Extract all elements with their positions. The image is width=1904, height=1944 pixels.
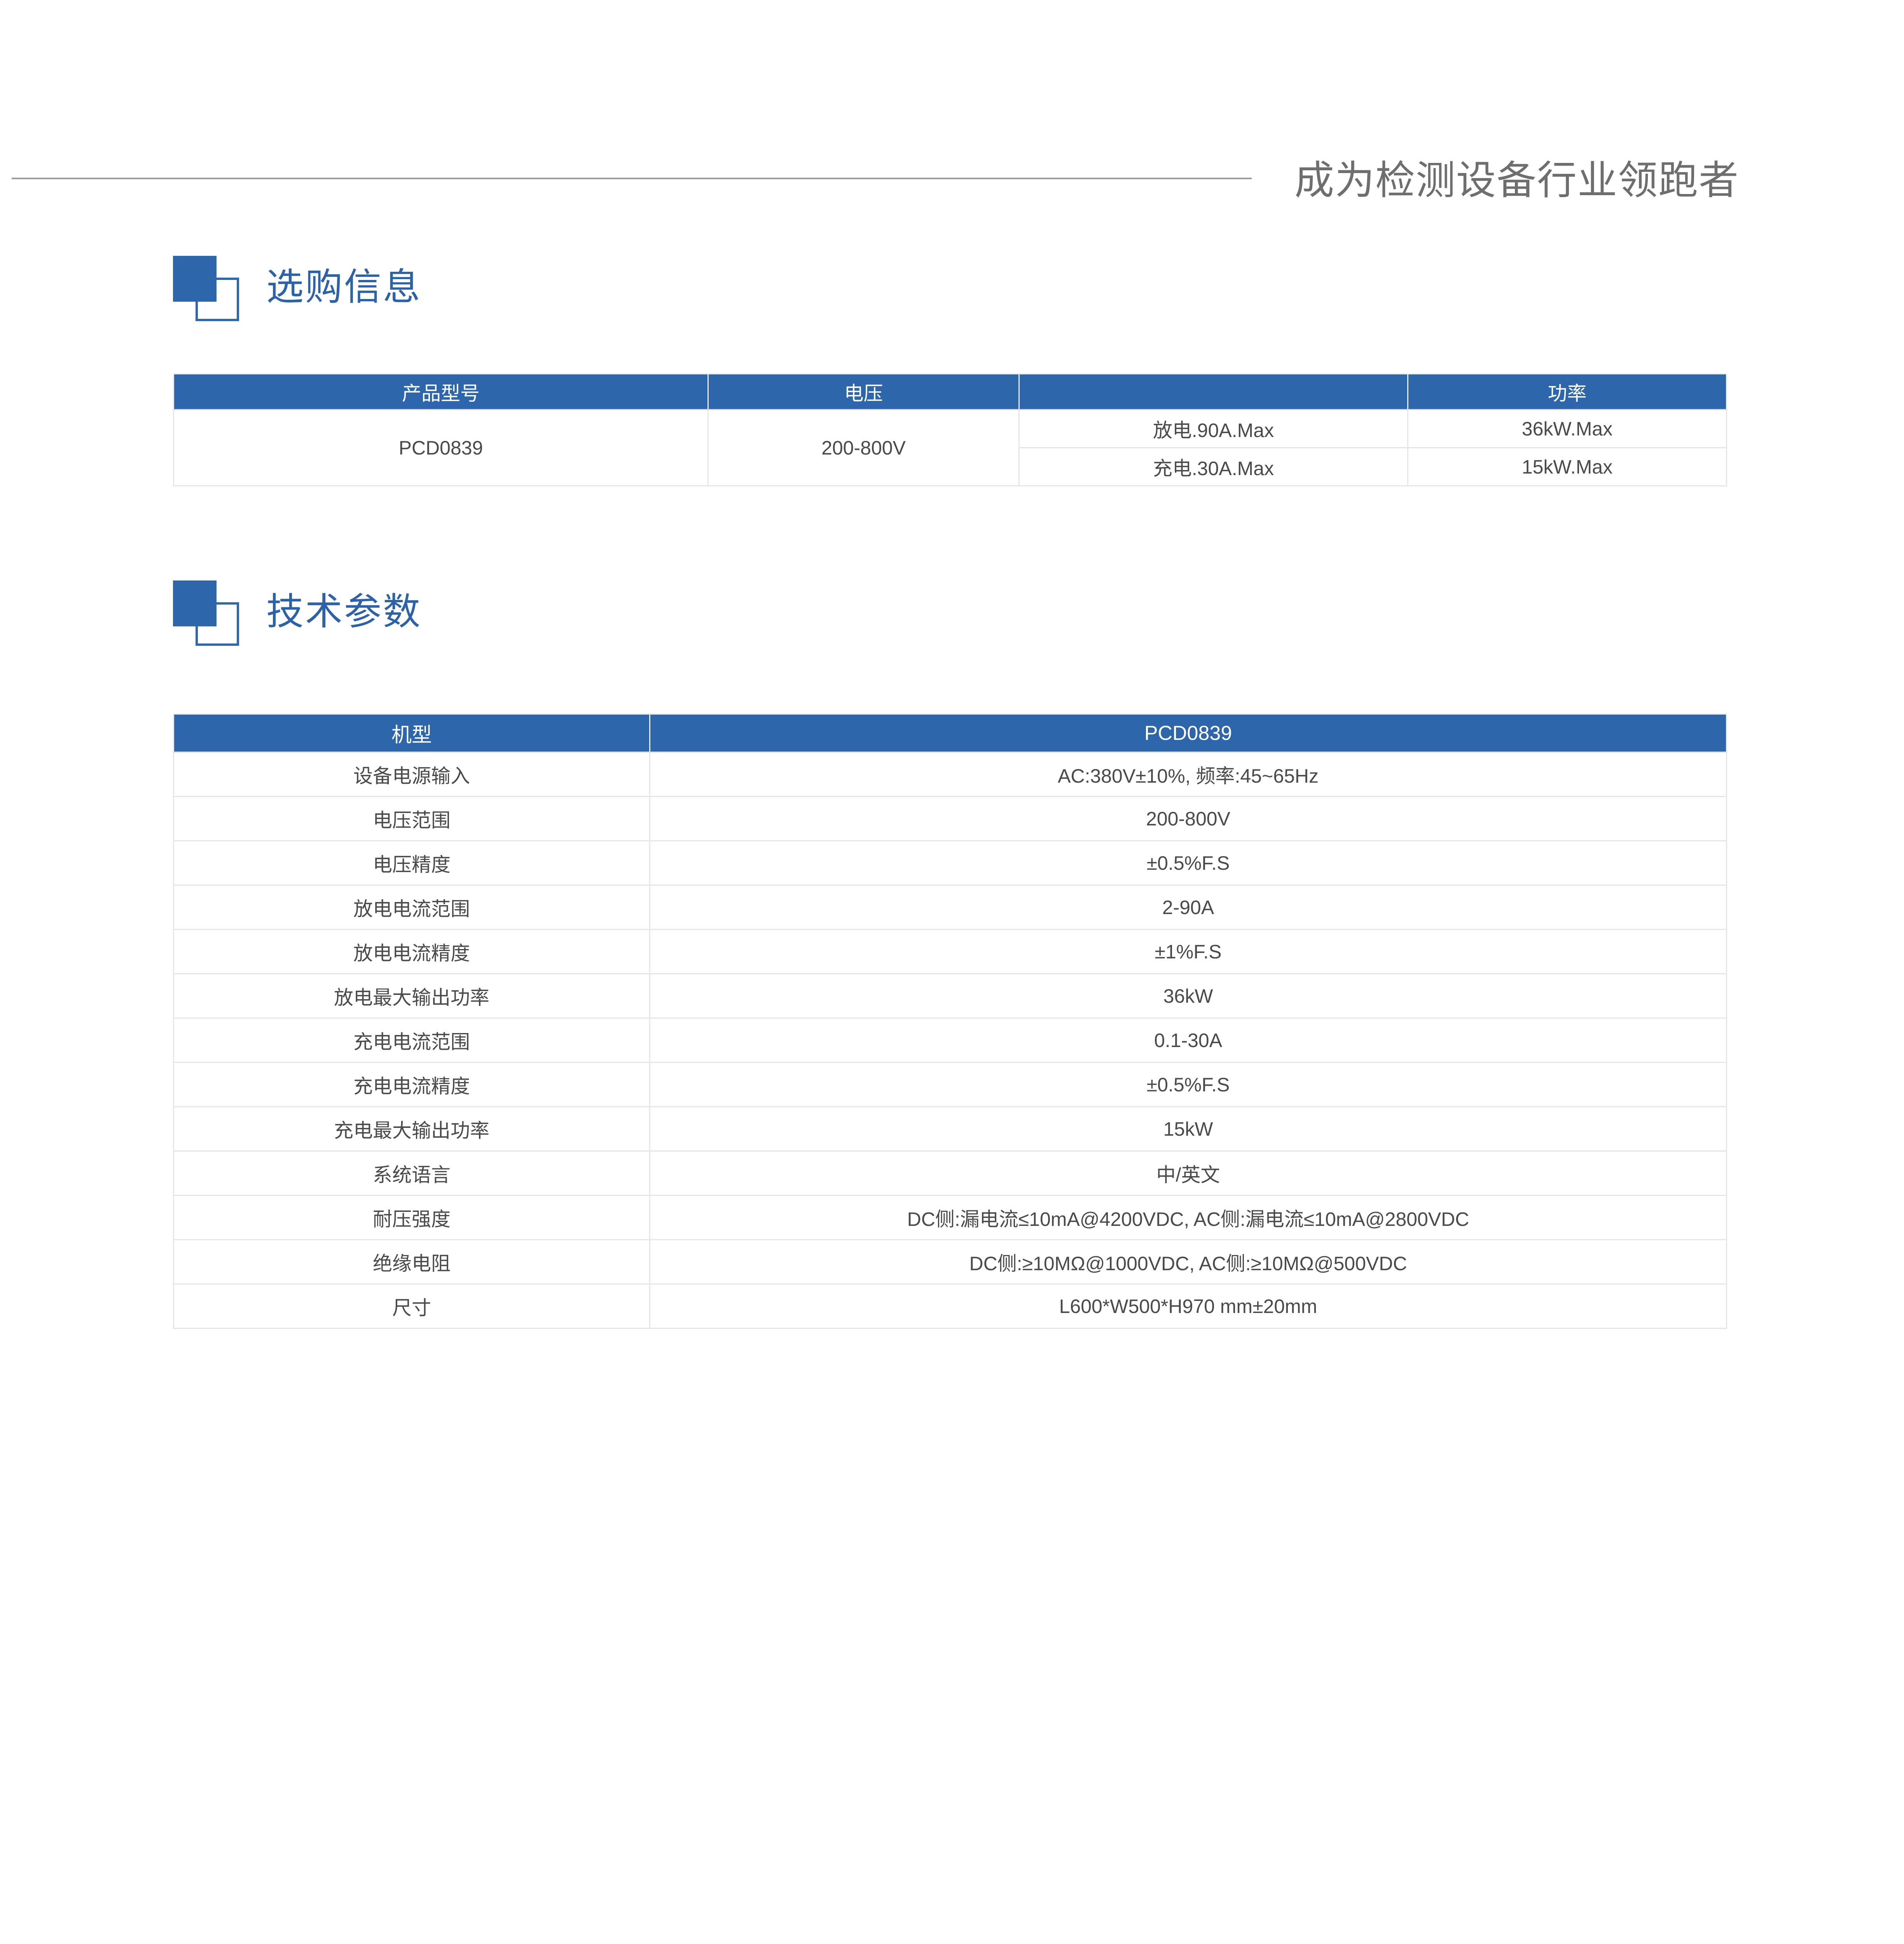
spec-label: 尺寸 <box>173 1283 650 1329</box>
square-stack-icon <box>173 256 239 322</box>
section-title-purchase: 选购信息 <box>266 266 422 308</box>
table-row: 尺寸 L600*W500*H970 mm±20mm <box>173 1283 1727 1329</box>
purchase-info-table: 产品型号 电压 功率 PCD0839 200-800V 放电.90A.Max 3… <box>173 373 1727 486</box>
cell-power-charge: 15kW.Max <box>1407 447 1727 486</box>
spec-label: 充电电流精度 <box>173 1062 650 1107</box>
table-row: 放电电流精度 ±1%F.S <box>173 929 1727 974</box>
square-filled-shape <box>173 580 217 626</box>
table-row: 耐压强度 DC侧:漏电流≤10mA@4200VDC, AC侧:漏电流≤10mA@2… <box>173 1195 1727 1240</box>
spec-value: AC:380V±10%, 频率:45~65Hz <box>649 752 1727 797</box>
cell-current-charge: 充电.30A.Max <box>1018 447 1408 486</box>
spec-value: L600*W500*H970 mm±20mm <box>649 1283 1727 1329</box>
col-header-voltage: 电压 <box>707 373 1020 410</box>
cell-current-discharge: 放电.90A.Max <box>1018 409 1408 448</box>
cell-model: PCD0839 <box>173 409 709 486</box>
spec-label: 系统语言 <box>173 1150 650 1196</box>
cell-power-discharge: 36kW.Max <box>1407 409 1727 448</box>
col-header-machine-type: 机型 <box>173 713 650 753</box>
table-row: 电压范围 200-800V <box>173 796 1727 841</box>
page-header: 成为检测设备行业领跑者 <box>0 148 1904 206</box>
spec-label: 放电电流范围 <box>173 885 650 930</box>
spec-value: 中/英文 <box>649 1150 1727 1196</box>
spec-value: 36kW <box>649 973 1727 1019</box>
table-row: 充电最大输出功率 15kW <box>173 1106 1727 1152</box>
header-divider-line <box>12 178 1252 179</box>
spec-label: 设备电源输入 <box>173 752 650 797</box>
col-header-current <box>1018 373 1408 410</box>
table-row: PCD0839 200-800V 放电.90A.Max 36kW.Max <box>173 409 1727 486</box>
table-row: 放电电流范围 2-90A <box>173 885 1727 930</box>
col-header-product-code: PCD0839 <box>649 713 1727 753</box>
table-row: 设备电源输入 AC:380V±10%, 频率:45~65Hz <box>173 752 1727 797</box>
spec-label: 耐压强度 <box>173 1195 650 1240</box>
header-slogan: 成为检测设备行业领跑者 <box>1294 158 1739 203</box>
section-title-tech: 技术参数 <box>266 591 422 633</box>
square-stack-icon <box>173 580 239 647</box>
table-header-row: 机型 PCD0839 <box>173 713 1727 753</box>
spec-label: 绝缘电阻 <box>173 1239 650 1285</box>
spec-value: ±0.5%F.S <box>649 840 1727 886</box>
table-row: 充电电流范围 0.1-30A <box>173 1017 1727 1063</box>
col-header-power: 功率 <box>1407 373 1727 410</box>
spec-value: ±1%F.S <box>649 929 1727 974</box>
spec-label: 充电最大输出功率 <box>173 1106 650 1152</box>
spec-value: 15kW <box>649 1106 1727 1152</box>
spec-value: DC侧:漏电流≤10mA@4200VDC, AC侧:漏电流≤10mA@2800V… <box>649 1195 1727 1240</box>
spec-table-body: 设备电源输入 AC:380V±10%, 频率:45~65Hz 电压范围 200-800… <box>173 752 1727 1329</box>
table-row: 放电最大输出功率 36kW <box>173 973 1727 1019</box>
square-filled-shape <box>173 256 217 302</box>
col-header-model: 产品型号 <box>173 373 709 410</box>
spec-table-wrap: 机型 PCD0839 设备电源输入 AC:380V±10%, 频率:45~65Hz… <box>173 713 1727 1329</box>
spec-value: DC侧:≥10MΩ@1000VDC, AC侧:≥10MΩ@500VDC <box>649 1239 1727 1285</box>
table-row: 电压精度 ±0.5%F.S <box>173 840 1727 886</box>
spec-label: 放电电流精度 <box>173 929 650 974</box>
purchase-table-wrap: 产品型号 电压 功率 PCD0839 200-800V 放电.90A.Max 3… <box>173 373 1727 486</box>
spec-label: 放电最大输出功率 <box>173 973 650 1019</box>
table-row: 绝缘电阻 DC侧:≥10MΩ@1000VDC, AC侧:≥10MΩ@500VDC <box>173 1239 1727 1285</box>
spec-value: 200-800V <box>649 796 1727 841</box>
table-row: 充电.30A.Max 15kW.Max <box>174 447 1727 486</box>
spec-label: 电压范围 <box>173 796 650 841</box>
spec-value: 2-90A <box>649 885 1727 930</box>
spec-label: 电压精度 <box>173 840 650 886</box>
spec-label: 充电电流范围 <box>173 1017 650 1063</box>
table-row: 系统语言 中/英文 <box>173 1150 1727 1196</box>
table-row: 充电电流精度 ±0.5%F.S <box>173 1062 1727 1107</box>
spec-value: 0.1-30A <box>649 1017 1727 1063</box>
spec-value: ±0.5%F.S <box>649 1062 1727 1107</box>
cell-voltage: 200-800V <box>707 409 1020 486</box>
tech-spec-table: 机型 PCD0839 设备电源输入 AC:380V±10%, 频率:45~65Hz… <box>173 713 1727 1329</box>
table-header-row: 产品型号 电压 功率 <box>173 373 1727 410</box>
